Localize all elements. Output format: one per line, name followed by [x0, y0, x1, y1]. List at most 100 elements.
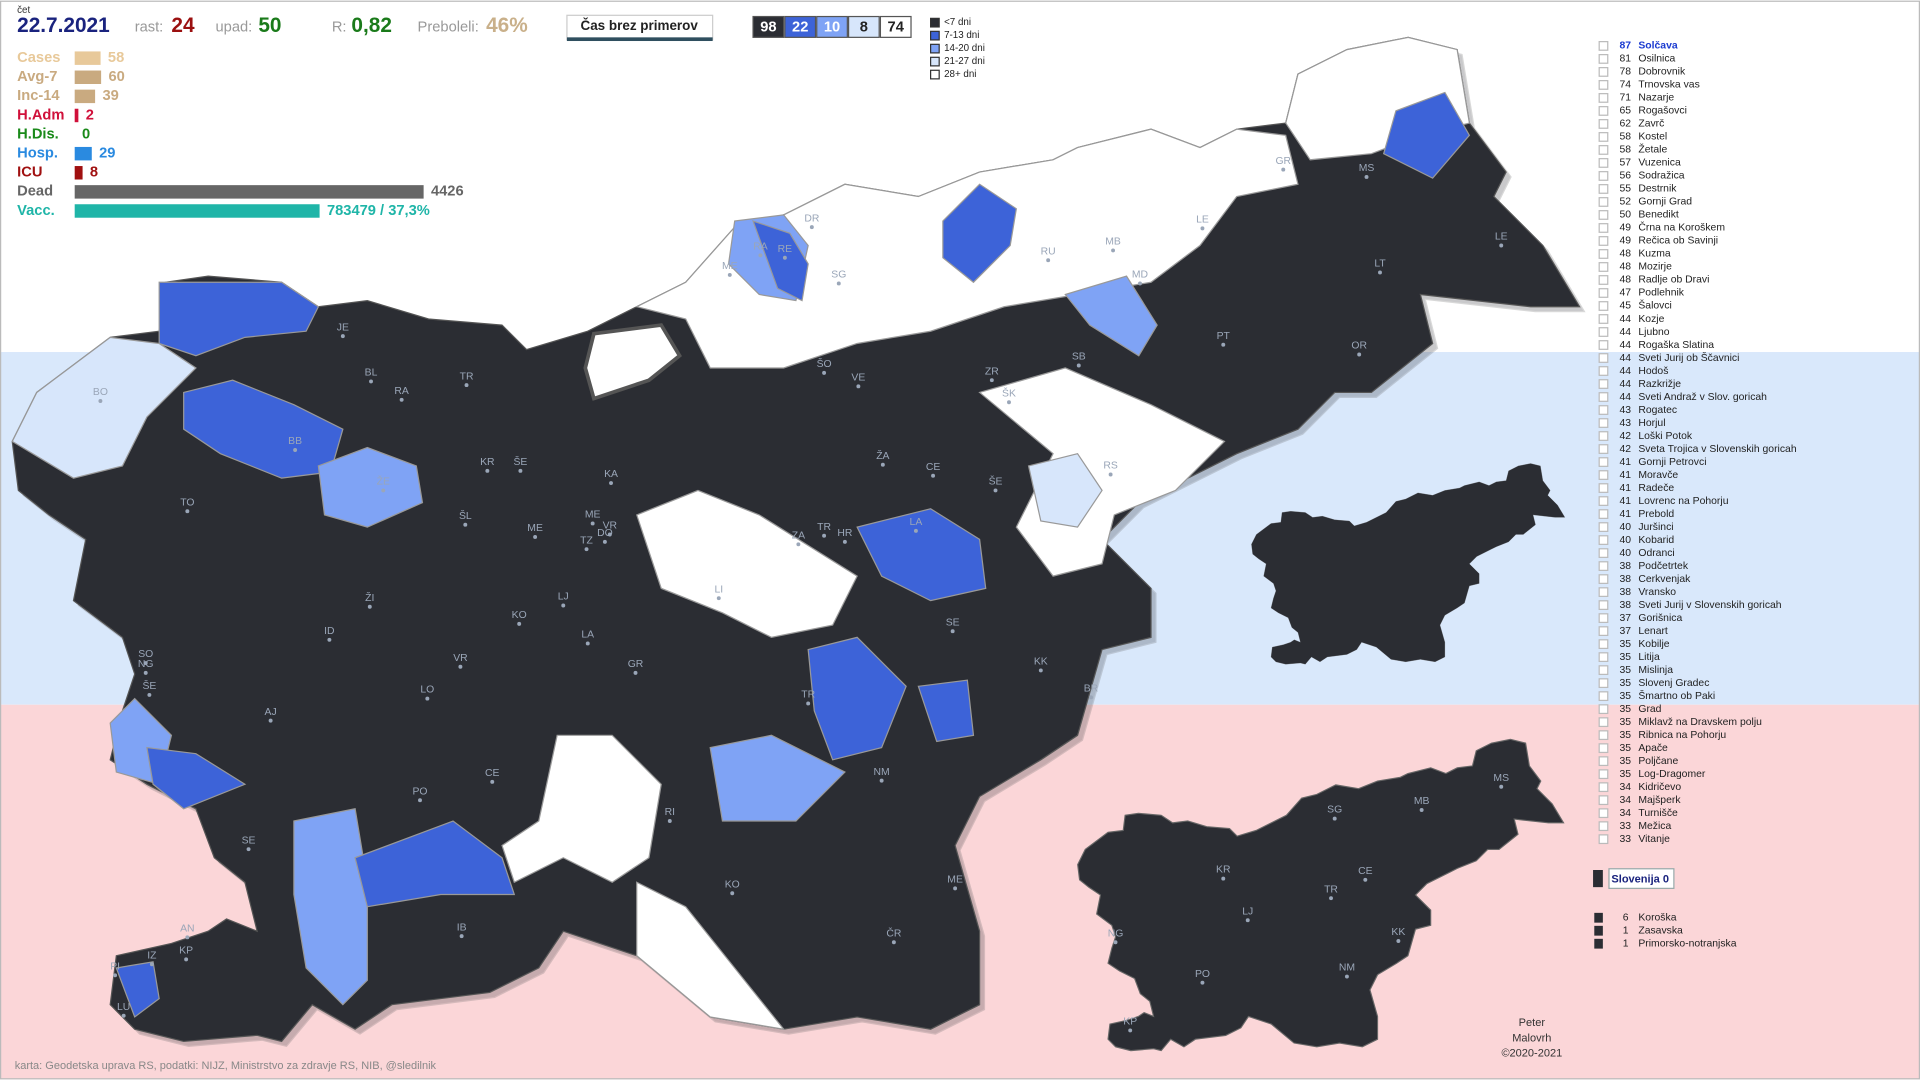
rank-value: 47: [1619, 288, 1631, 299]
count: 10: [824, 19, 840, 35]
rank-swatch: [1598, 431, 1609, 441]
stat-label: Cases: [17, 50, 60, 66]
region-blue: [115, 961, 160, 1018]
map-dot: [879, 778, 884, 783]
rank-name: Dobrovnik: [1638, 67, 1686, 78]
rank-name: Sodražica: [1638, 171, 1684, 182]
rank-swatch: [1598, 184, 1609, 194]
rank-value: 42: [1619, 431, 1631, 442]
region-blue: [1382, 91, 1471, 179]
map-label: BL: [365, 368, 378, 379]
map-dot: [1128, 1028, 1133, 1033]
map-dot: [667, 819, 672, 823]
rank-name: Radeče: [1638, 483, 1674, 494]
map-label: OR: [1351, 341, 1367, 352]
decline-label: upad:: [216, 19, 253, 35]
rank-swatch: [1598, 691, 1609, 702]
rank-swatch: [1598, 210, 1609, 220]
map-label: ŽA: [876, 449, 889, 462]
stat-label: H.Dis.: [17, 126, 59, 142]
map-dot: [1499, 243, 1504, 248]
rank-value: 35: [1619, 665, 1631, 676]
rank-swatch: [1598, 782, 1609, 793]
rank-name: Osilnica: [1638, 54, 1675, 65]
rank-value: 52: [1619, 197, 1631, 208]
rank-value: 34: [1619, 795, 1631, 806]
map-label: JE: [337, 322, 349, 333]
rank-swatch: [1598, 821, 1609, 832]
map-label: SE: [242, 835, 256, 846]
rank-swatch: [1598, 132, 1609, 142]
legend-label: 14-20 dni: [944, 43, 985, 54]
map-dot: [1108, 472, 1113, 477]
count: 8: [860, 19, 868, 35]
map-dot: [121, 1013, 126, 1018]
rank-name: Vransko: [1638, 587, 1676, 598]
map-label: MS: [1359, 163, 1375, 174]
rank-swatch: [1598, 613, 1609, 623]
rank-name: Cerkvenjak: [1638, 574, 1691, 585]
map-dot: [369, 379, 373, 384]
region-lightblue: [293, 808, 368, 1006]
rank-swatch: [1598, 418, 1609, 428]
map-dot: [149, 962, 154, 967]
stat-bar: [74, 204, 320, 218]
map-dot: [381, 488, 386, 493]
map-dot: [1329, 896, 1333, 901]
map-label: LE: [1495, 232, 1508, 243]
region-white: [978, 367, 1226, 577]
rank-name: Kuzma: [1638, 249, 1671, 260]
map-label: VE: [851, 373, 865, 384]
legend-swatch: [930, 17, 940, 28]
legend-swatch: [930, 30, 940, 41]
rank-value: 42: [1619, 444, 1631, 455]
map-label: ID: [324, 626, 334, 637]
rank-swatch: [1598, 522, 1609, 532]
rank-value: 48: [1619, 275, 1631, 286]
rank-value: 38: [1619, 600, 1631, 611]
rank-name: Gornji Petrovci: [1638, 457, 1706, 468]
stat-value: 4426: [431, 184, 464, 200]
rank-name: Žetale: [1638, 143, 1667, 156]
stat-value: 0: [82, 126, 90, 142]
rank-name: Rogatec: [1638, 405, 1677, 416]
map-dot: [953, 886, 958, 891]
rank-name: Podčetrtek: [1638, 561, 1688, 572]
rank-swatch: [1598, 730, 1609, 741]
map-label: AN: [180, 924, 194, 935]
rank-value: 35: [1619, 730, 1631, 741]
map-dot: [1344, 974, 1349, 979]
map-dot: [806, 701, 811, 706]
region-blue: [917, 679, 975, 743]
rank-swatch: [1598, 535, 1609, 545]
map-dot: [822, 370, 827, 375]
rank-swatch: [1598, 366, 1609, 376]
map-label: ŽI: [365, 591, 374, 604]
map-label: NG: [138, 659, 154, 670]
growth: 24: [171, 14, 195, 37]
map-dot: [1221, 876, 1226, 881]
map-dot: [633, 670, 638, 675]
map-label: GR: [628, 659, 644, 670]
map-dot: [185, 935, 190, 940]
map-dot: [590, 521, 595, 526]
rank-swatch: [1598, 509, 1609, 519]
rank-value: 34: [1619, 782, 1631, 793]
map-dot: [399, 397, 404, 402]
map-dot: [98, 399, 103, 403]
region-value: 1: [1623, 925, 1629, 936]
button[interactable]: Čas brez primerov: [580, 18, 698, 33]
map-label: ŠO: [817, 357, 832, 370]
rank-name: Gornji Grad: [1638, 197, 1692, 208]
rank-swatch: [1598, 106, 1609, 116]
stat-label: Hosp.: [17, 146, 58, 162]
rank-name: Sveta Trojica v Slovenskih goricah: [1638, 444, 1796, 455]
rank-swatch: [1598, 600, 1609, 610]
rank-name: Rogaška Slatina: [1638, 340, 1714, 351]
rank-swatch: [1598, 301, 1609, 311]
map-label: BO: [93, 387, 108, 398]
map-label: VR: [453, 653, 468, 664]
map-label: SE: [946, 617, 960, 628]
map-label: RE: [778, 244, 793, 255]
stat-label: Vacc.: [17, 203, 55, 219]
